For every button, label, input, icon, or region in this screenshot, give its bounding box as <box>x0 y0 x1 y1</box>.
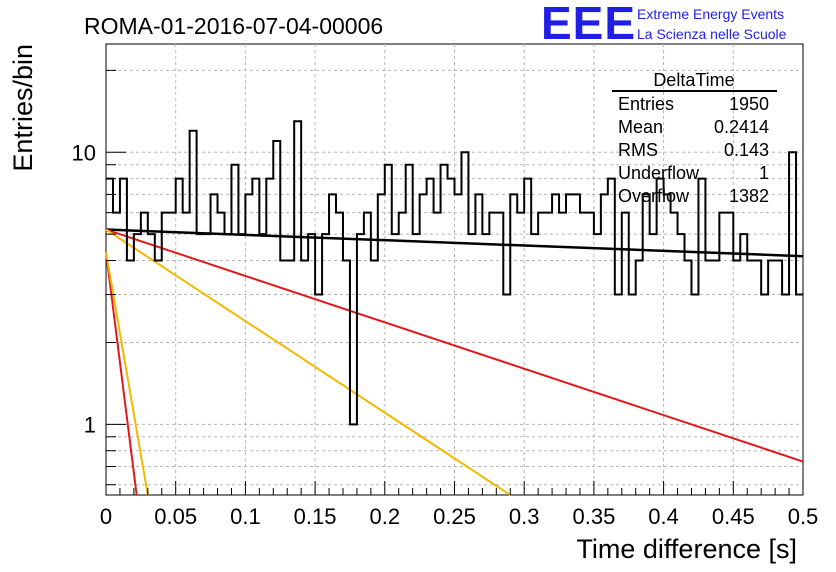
stats-title: DeltaTime <box>653 70 734 90</box>
x-tick-label: 0.45 <box>712 504 755 529</box>
x-tick-label: 0.15 <box>294 504 337 529</box>
stats-label: Underflow <box>618 163 700 183</box>
x-tick-label: 0.4 <box>648 504 679 529</box>
x-tick-label: 0.5 <box>788 504 819 529</box>
axes: 0 0.05 0.1 0.15 0.2 0.25 0.3 0.35 0.4 0.45 0.5 1 10 <box>72 69 819 529</box>
y-tick-label: 1 <box>84 412 96 437</box>
stats-label: Overflow <box>618 186 690 206</box>
run-title: ROMA-01-2016-07-04-00006 <box>84 13 383 39</box>
histogram-step-line <box>106 120 803 426</box>
stats-value: 1 <box>759 163 769 183</box>
stats-box: DeltaTime Entries 1950 Mean 0.2414 RMS 0.143 U… <box>612 70 777 206</box>
logo-line-1: Extreme Energy Events <box>637 6 784 22</box>
histogram-series <box>106 120 803 426</box>
x-tick-label: 0.1 <box>230 504 261 529</box>
stats-value: 0.143 <box>724 140 769 160</box>
fit-curve <box>105 251 149 496</box>
fit-curve <box>105 228 804 258</box>
y-tick-label: 10 <box>72 140 96 165</box>
stats-value: 0.2414 <box>714 117 769 137</box>
logo-line-2: La Scienza nelle Scuole <box>637 26 787 42</box>
x-tick-label: 0.25 <box>433 504 476 529</box>
stats-rows: Entries 1950 Mean 0.2414 RMS 0.143 Underflow 1 O… <box>618 94 769 206</box>
logo-mark: EEE <box>541 0 636 49</box>
x-tick-label: 0.05 <box>154 504 197 529</box>
x-tick-label: 0.2 <box>370 504 401 529</box>
x-tick-label: 0 <box>100 504 112 529</box>
stats-label: Entries <box>618 94 674 114</box>
eee-logo: EEE Extreme Energy Events La Scienza nel… <box>541 0 787 49</box>
fit-curves <box>105 228 804 496</box>
stats-label: RMS <box>618 140 658 160</box>
x-tick-label: 0.3 <box>509 504 540 529</box>
stats-label: Mean <box>618 117 663 137</box>
fit-curve <box>105 228 511 496</box>
x-axis-title: Time difference [s] <box>576 534 797 564</box>
x-tick-label: 0.35 <box>572 504 615 529</box>
stats-value: 1382 <box>729 186 769 206</box>
fit-curve <box>105 251 138 496</box>
stats-value: 1950 <box>729 94 769 114</box>
fit-curve <box>105 228 804 463</box>
y-axis-title: Entries/bin <box>8 44 38 172</box>
